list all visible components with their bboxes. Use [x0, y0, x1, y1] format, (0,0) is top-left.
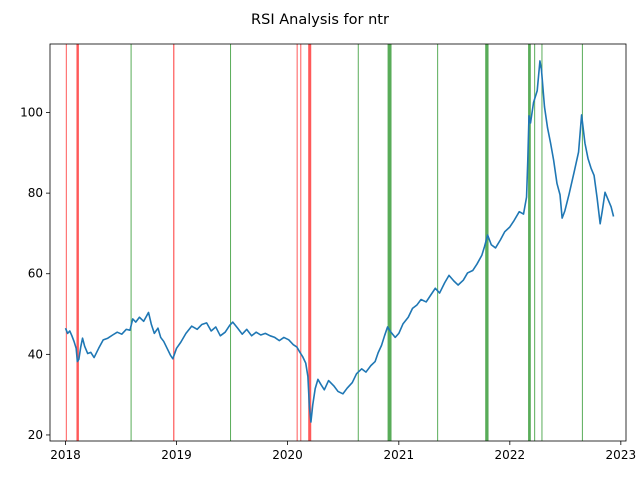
- series-line-0: [64, 60, 615, 423]
- overbought-band: [485, 44, 489, 441]
- overbought-band: [541, 44, 543, 441]
- x-tick-label: 2023: [606, 448, 637, 462]
- x-tick-label: 2019: [161, 448, 192, 462]
- overbought-band: [581, 44, 583, 441]
- x-axis: 2018 2019 2020 2021 2022 2023: [50, 441, 636, 462]
- overbought-band: [528, 44, 531, 441]
- oversold-band: [300, 44, 302, 441]
- y-tick-label: 100: [20, 106, 43, 120]
- overbought-band: [387, 44, 392, 441]
- oversold-band: [173, 44, 175, 441]
- x-tick-label: 2020: [272, 448, 303, 462]
- overbought-band: [437, 44, 439, 441]
- overbought-band: [230, 44, 232, 441]
- y-tick-label: 80: [28, 186, 43, 200]
- x-tick-label: 2022: [495, 448, 526, 462]
- oversold-band: [308, 44, 312, 441]
- overbought-band: [130, 44, 132, 441]
- oversold-band: [76, 44, 79, 441]
- y-tick-label: 60: [28, 267, 43, 281]
- oversold-band: [65, 44, 67, 441]
- chart-title: RSI Analysis for ntr: [251, 12, 389, 28]
- series-lines: [64, 60, 615, 423]
- y-axis: 20 40 60 80 100: [20, 106, 50, 442]
- y-tick-label: 40: [28, 347, 43, 361]
- overbought-band: [357, 44, 359, 441]
- oversold-band: [296, 44, 298, 441]
- overbought-band: [534, 44, 536, 441]
- y-tick-label: 20: [28, 428, 43, 442]
- x-tick-label: 2018: [50, 448, 81, 462]
- plot-frame: [49, 43, 627, 442]
- signal-bands: [65, 44, 583, 441]
- x-tick-label: 2021: [384, 448, 415, 462]
